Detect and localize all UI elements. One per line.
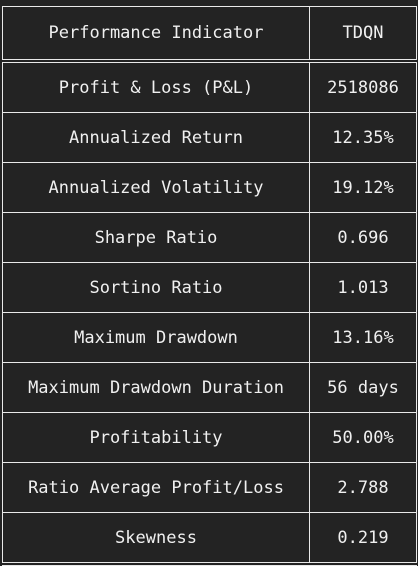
indicator-name: Sortino Ratio bbox=[2, 262, 310, 313]
indicator-value: 0.696 bbox=[309, 212, 417, 263]
table-row: Skewness 0.219 bbox=[2, 512, 417, 566]
indicator-value: 0.219 bbox=[309, 512, 417, 566]
indicator-value: 50.00% bbox=[309, 412, 417, 463]
indicator-name: Profit & Loss (P&L) bbox=[2, 60, 310, 113]
indicator-value: 13.16% bbox=[309, 312, 417, 363]
table-row: Maximum Drawdown Duration 56 days bbox=[2, 362, 417, 413]
indicator-value: 12.35% bbox=[309, 112, 417, 163]
indicator-name: Maximum Drawdown bbox=[2, 312, 310, 363]
table-row: Maximum Drawdown 13.16% bbox=[2, 312, 417, 363]
table-row: Profit & Loss (P&L) 2518086 bbox=[2, 60, 417, 113]
table-row: Profitability 50.00% bbox=[2, 412, 417, 463]
indicator-value: 1.013 bbox=[309, 262, 417, 313]
table-row: Ratio Average Profit/Loss 2.788 bbox=[2, 462, 417, 513]
indicator-value: 19.12% bbox=[309, 162, 417, 213]
indicator-name: Maximum Drawdown Duration bbox=[2, 362, 310, 413]
indicator-value: 2518086 bbox=[309, 60, 417, 113]
table-row: Sharpe Ratio 0.696 bbox=[2, 212, 417, 263]
table-row: Annualized Return 12.35% bbox=[2, 112, 417, 163]
indicator-name: Ratio Average Profit/Loss bbox=[2, 462, 310, 513]
performance-table: Performance Indicator TDQN Profit & Loss… bbox=[2, 6, 417, 566]
indicator-name: Profitability bbox=[2, 412, 310, 463]
indicator-name: Skewness bbox=[2, 512, 310, 566]
indicator-name: Annualized Volatility bbox=[2, 162, 310, 213]
indicator-value: 2.788 bbox=[309, 462, 417, 513]
indicator-name: Sharpe Ratio bbox=[2, 212, 310, 263]
header-indicator: Performance Indicator bbox=[2, 6, 310, 63]
table-header-row: Performance Indicator TDQN bbox=[2, 6, 417, 63]
header-strategy: TDQN bbox=[309, 6, 417, 63]
indicator-value: 56 days bbox=[309, 362, 417, 413]
table-row: Sortino Ratio 1.013 bbox=[2, 262, 417, 313]
table-row: Annualized Volatility 19.12% bbox=[2, 162, 417, 213]
indicator-name: Annualized Return bbox=[2, 112, 310, 163]
